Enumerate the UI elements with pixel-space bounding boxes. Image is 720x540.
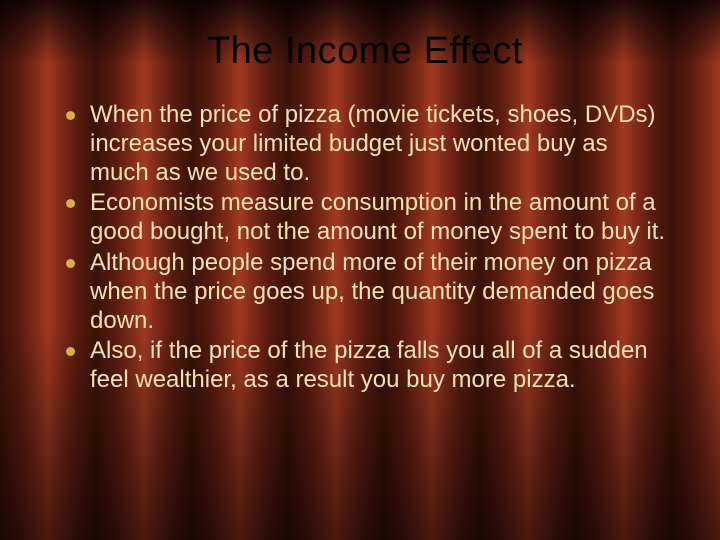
bullet-text: When the price of pizza (movie tickets, … xyxy=(90,101,656,186)
bullet-text: Also, if the price of the pizza falls yo… xyxy=(90,337,648,393)
list-item: Economists measure consumption in the am… xyxy=(60,189,670,247)
list-item: Although people spend more of their mone… xyxy=(60,249,670,335)
bullet-list: When the price of pizza (movie tickets, … xyxy=(60,101,670,395)
bullet-text: Although people spend more of their mone… xyxy=(90,249,654,334)
list-item: When the price of pizza (movie tickets, … xyxy=(60,101,670,187)
bullet-text: Economists measure consumption in the am… xyxy=(90,189,665,245)
slide-title: The Income Effect xyxy=(60,30,670,73)
list-item: Also, if the price of the pizza falls yo… xyxy=(60,337,670,395)
slide: The Income Effect When the price of pizz… xyxy=(0,0,720,540)
